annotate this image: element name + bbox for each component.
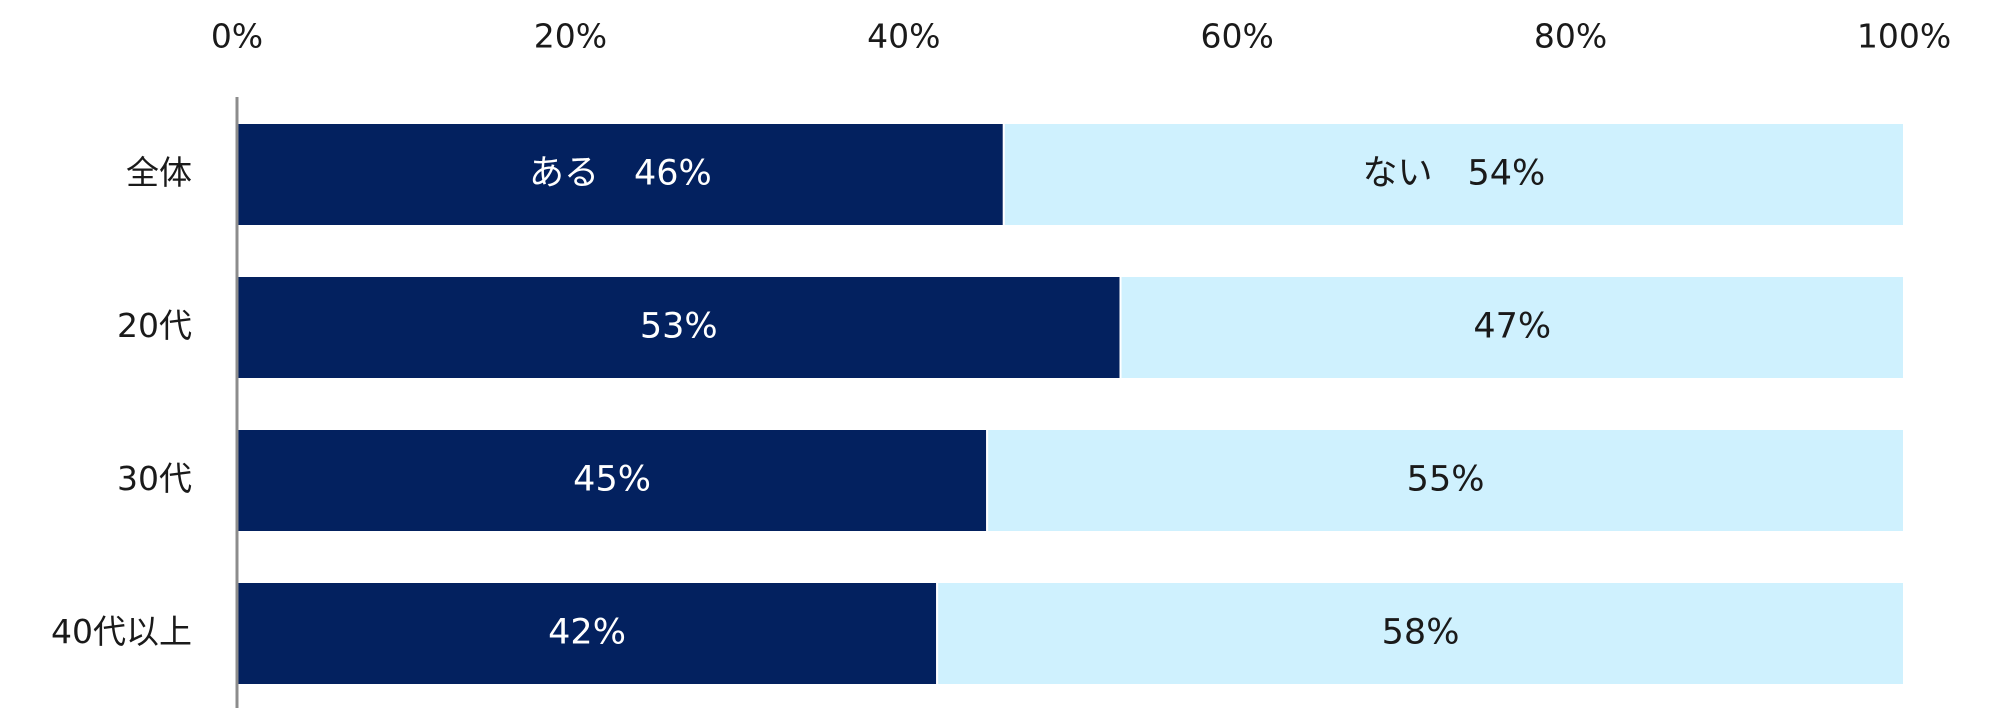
x-tick-label: 80% — [1534, 17, 1607, 56]
x-tick-label: 40% — [867, 17, 940, 56]
bar-segment — [236, 428, 989, 533]
bars — [236, 122, 1905, 686]
x-tick-label: 0% — [211, 17, 263, 56]
category-label: 20代 — [117, 306, 192, 345]
bar-segment — [236, 122, 1005, 227]
bar-value-label: ない 54% — [1363, 154, 1546, 194]
bar-segment — [236, 581, 939, 686]
bar-value-label: 45% — [573, 460, 651, 500]
bar-value-label: 42% — [548, 613, 626, 653]
category-label: 30代 — [117, 459, 192, 498]
category-label: 40代以上 — [51, 612, 192, 651]
bar-segment — [236, 275, 1122, 380]
bar-value-label: 47% — [1473, 307, 1551, 347]
bar-segment — [936, 581, 1905, 686]
bar-value-label: 53% — [640, 307, 718, 347]
x-tick-label: 20% — [534, 17, 607, 56]
category-label: 全体 — [126, 153, 192, 192]
bar-value-label: 58% — [1382, 613, 1460, 653]
x-tick-label: 100% — [1857, 17, 1951, 56]
bar-value-labels: ある 46% ない 54% 53% 47% 45% 55% 42% 58% — [529, 154, 1551, 653]
x-axis-ticks: 0% 20% 40% 60% 80% 100% — [211, 17, 1951, 56]
bar-segment — [1119, 275, 1905, 380]
bar-segment — [1002, 122, 1905, 227]
category-labels: 全体 20代 30代 40代以上 — [51, 153, 192, 651]
bar-segment — [986, 428, 1905, 533]
x-tick-label: 60% — [1201, 17, 1274, 56]
bar-value-label: 55% — [1407, 460, 1485, 500]
bar-value-label: ある 46% — [529, 154, 712, 194]
